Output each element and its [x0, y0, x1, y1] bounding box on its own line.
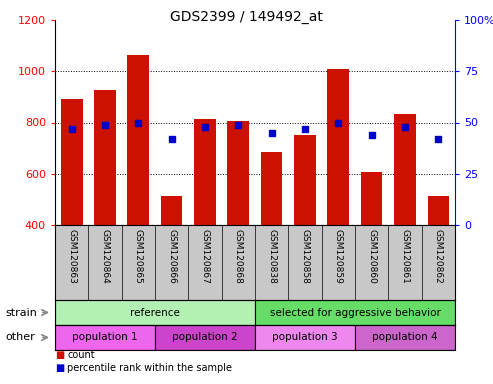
- Text: population 2: population 2: [172, 333, 238, 343]
- Bar: [128, 55, 149, 225]
- Bar: [261, 152, 282, 225]
- Bar: [255, 300, 455, 325]
- Bar: [161, 195, 182, 225]
- Bar: [94, 91, 116, 225]
- Text: GSM120865: GSM120865: [134, 229, 143, 284]
- Bar: [294, 135, 316, 225]
- Text: GSM120861: GSM120861: [400, 229, 410, 284]
- Bar: [155, 325, 255, 350]
- Text: reference: reference: [130, 308, 180, 318]
- Text: percentile rank within the sample: percentile rank within the sample: [67, 363, 232, 373]
- Text: GDS2399 / 149492_at: GDS2399 / 149492_at: [170, 10, 323, 24]
- Text: GSM120860: GSM120860: [367, 229, 376, 284]
- Text: GSM120866: GSM120866: [167, 229, 176, 284]
- Text: selected for aggressive behavior: selected for aggressive behavior: [270, 308, 440, 318]
- Text: GSM120864: GSM120864: [101, 229, 109, 283]
- Bar: [194, 119, 216, 225]
- Text: other: other: [5, 333, 35, 343]
- Text: population 3: population 3: [272, 333, 338, 343]
- Bar: [61, 99, 82, 225]
- Text: ■: ■: [55, 350, 64, 360]
- Text: population 4: population 4: [372, 333, 438, 343]
- Text: GSM120867: GSM120867: [201, 229, 210, 284]
- Text: GSM120863: GSM120863: [67, 229, 76, 284]
- Text: ■: ■: [55, 363, 64, 373]
- Text: GSM120859: GSM120859: [334, 229, 343, 284]
- Text: GSM120868: GSM120868: [234, 229, 243, 284]
- Text: count: count: [67, 350, 95, 360]
- Bar: [355, 325, 455, 350]
- Bar: [55, 300, 255, 325]
- Bar: [427, 195, 449, 225]
- Text: GSM120838: GSM120838: [267, 229, 276, 284]
- Bar: [55, 325, 155, 350]
- Text: population 1: population 1: [72, 333, 138, 343]
- Bar: [227, 121, 249, 225]
- Text: strain: strain: [5, 308, 37, 318]
- Bar: [255, 325, 355, 350]
- Text: GSM120862: GSM120862: [434, 229, 443, 283]
- Bar: [361, 172, 383, 225]
- Text: GSM120858: GSM120858: [301, 229, 310, 284]
- Bar: [394, 114, 416, 225]
- Bar: [327, 69, 349, 225]
